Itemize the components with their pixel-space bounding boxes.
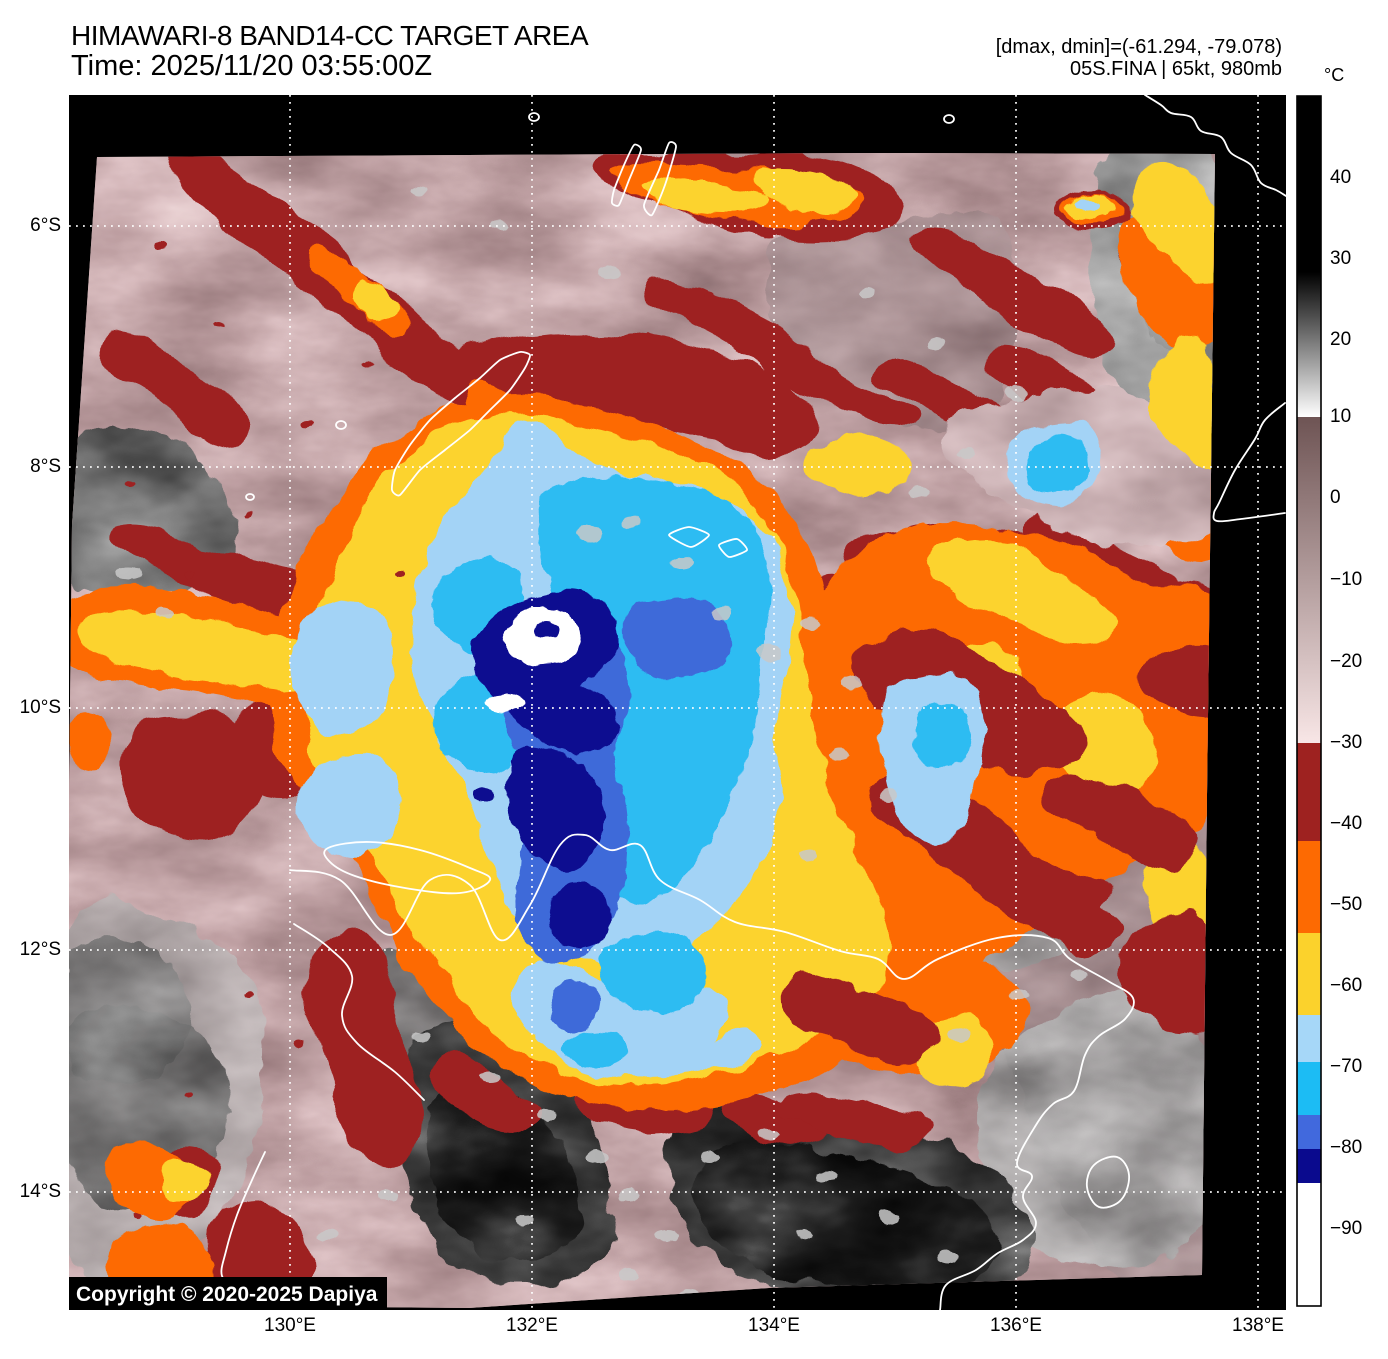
svg-text:Copyright © 2020-2025 Dapiya: Copyright © 2020-2025 Dapiya [76,1283,378,1306]
